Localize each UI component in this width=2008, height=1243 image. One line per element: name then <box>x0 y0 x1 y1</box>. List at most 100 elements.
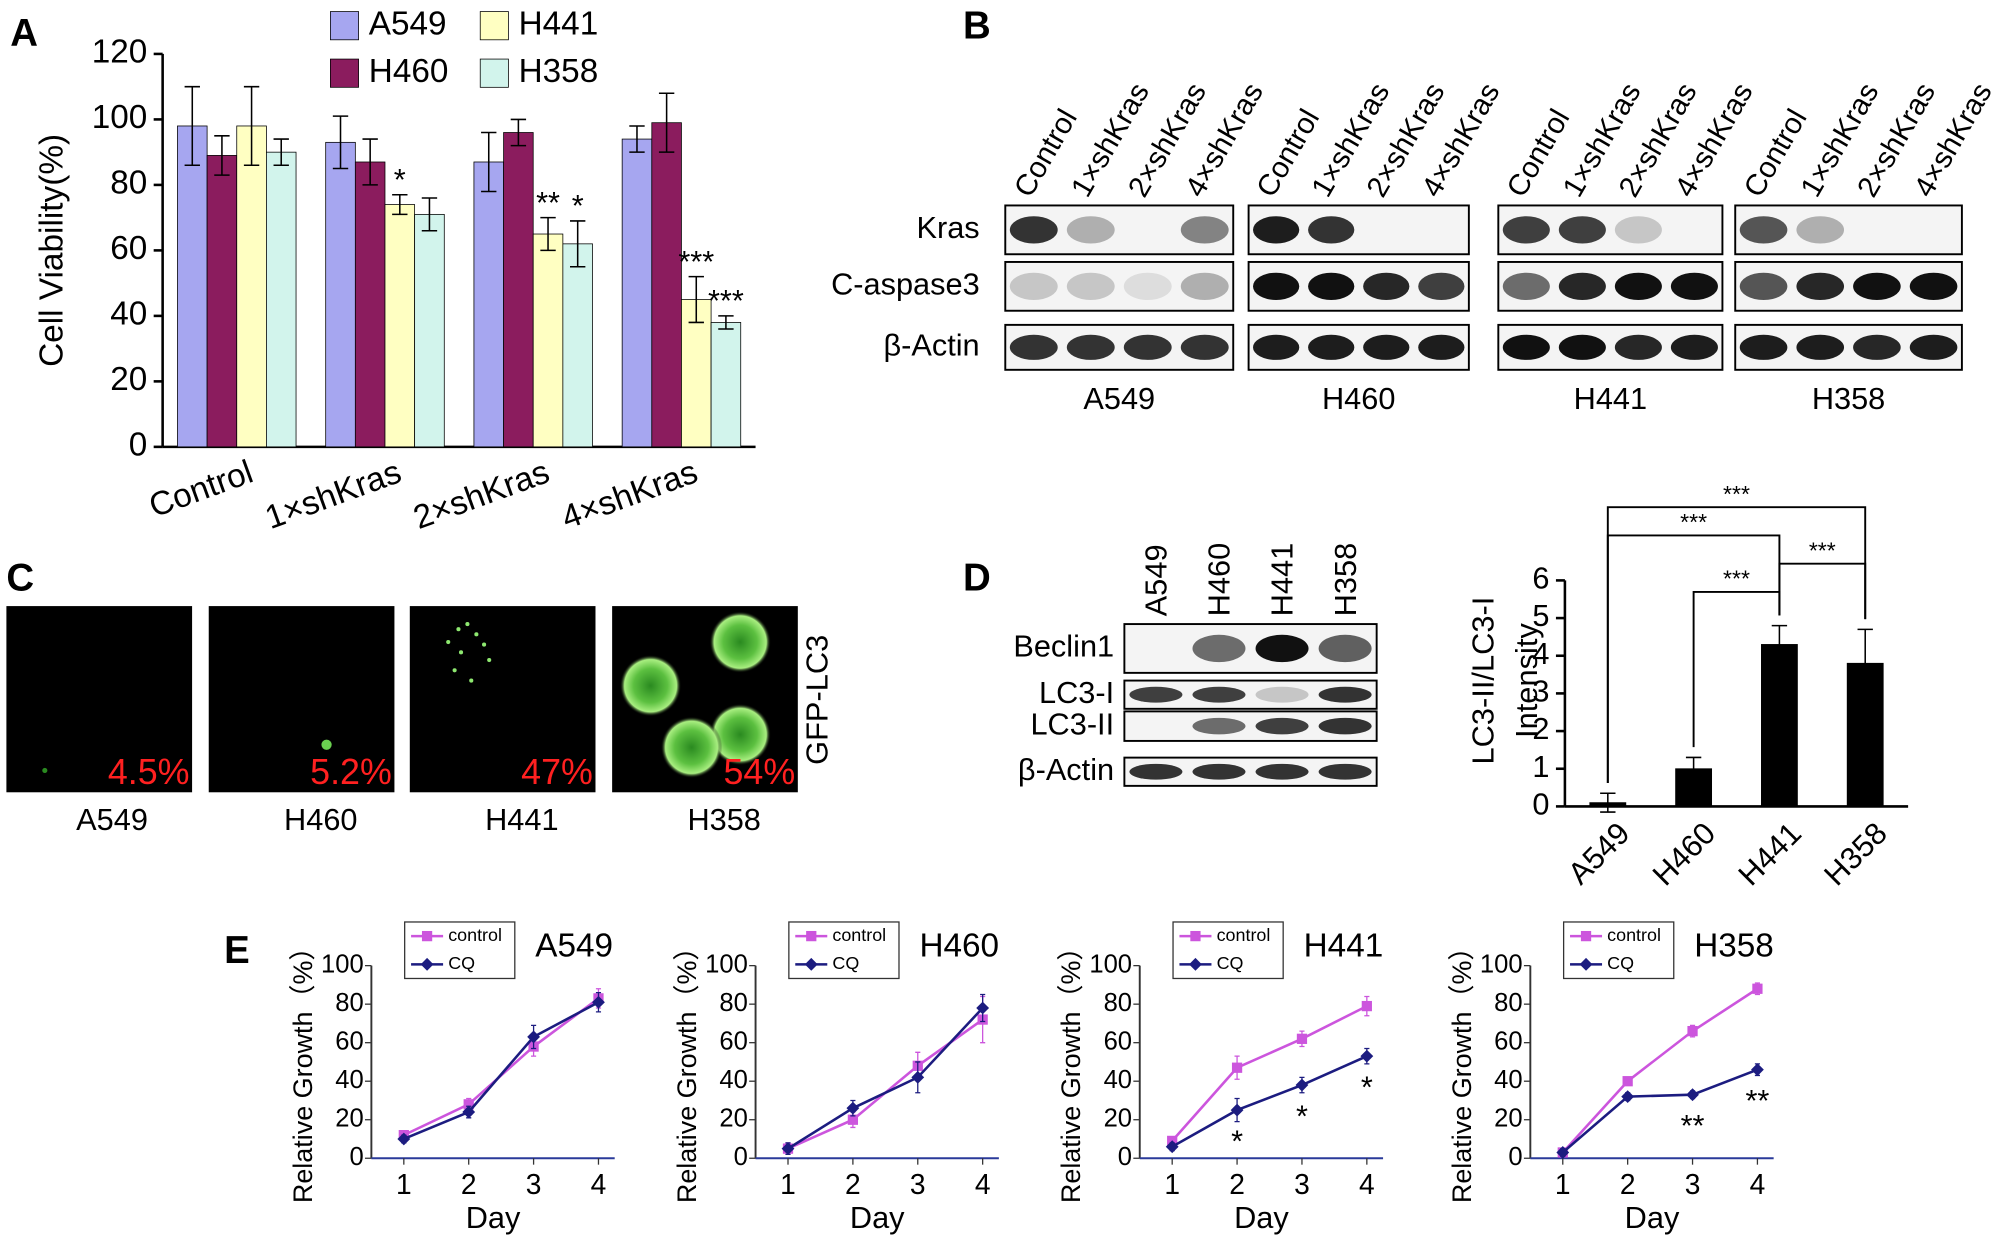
blot-band <box>1253 216 1300 244</box>
blot-band <box>1318 763 1372 780</box>
blot-band <box>1558 334 1606 360</box>
blot-band <box>1180 216 1229 244</box>
cell-label: A549 <box>76 802 148 837</box>
micrograph <box>6 606 193 793</box>
blot-band <box>1853 334 1901 360</box>
point <box>1230 1103 1244 1117</box>
point <box>1361 1000 1372 1012</box>
blot-band <box>1909 334 1958 360</box>
y-tick-label: 40 <box>110 296 147 333</box>
panel-label: E <box>224 929 250 972</box>
blot-band <box>1318 634 1372 663</box>
blot-band <box>1066 272 1115 301</box>
blot-band <box>1255 763 1309 780</box>
blot-band <box>1255 717 1309 735</box>
legend-marker <box>1580 930 1592 942</box>
y-axis-label: LC3-II/LC3-I <box>1466 597 1501 765</box>
series-line <box>1171 1054 1368 1148</box>
legend-marker <box>421 930 433 942</box>
y-tick-label: 40 <box>1494 1066 1522 1094</box>
significance: * <box>1361 1070 1373 1105</box>
y-tick-label: 0 <box>1508 1143 1522 1171</box>
blot-band <box>1253 272 1300 301</box>
legend-label: A549 <box>369 5 447 42</box>
blot-band <box>1009 216 1058 244</box>
legend-swatch <box>479 11 509 41</box>
y-tick-label: 80 <box>1104 989 1132 1017</box>
bar <box>177 125 208 448</box>
blot-band <box>1739 272 1788 301</box>
blot-band <box>1739 216 1788 244</box>
x-tick-label: H358 <box>1817 815 1894 892</box>
legend-swatch <box>330 58 359 88</box>
point <box>1752 983 1763 994</box>
gfp-cell <box>709 703 771 766</box>
bar <box>206 155 238 448</box>
y-axis-label: Relative Growth（%） <box>288 934 318 1204</box>
panel-label: D <box>963 557 991 600</box>
blot-band <box>1129 686 1183 703</box>
y-tick-label: 0 <box>1532 787 1549 822</box>
legend-label: H441 <box>519 5 599 42</box>
comparison-label: *** <box>1680 509 1707 535</box>
error-bar <box>421 197 438 232</box>
x-tick-label: 2 <box>1620 1168 1636 1200</box>
x-tick-label: 2 <box>461 1168 477 1200</box>
point <box>1295 1078 1309 1092</box>
legend-marker-shape <box>420 957 434 971</box>
cell-label: H460 <box>284 802 357 837</box>
x-tick-label: 4 <box>975 1168 991 1200</box>
y-tick-label: 60 <box>1104 1027 1132 1055</box>
blot-row-label: β-Actin <box>883 327 979 362</box>
gfp-dot <box>469 678 474 683</box>
series-line <box>403 1001 600 1141</box>
y-tick-label: 80 <box>719 989 747 1017</box>
chart-title: H441 <box>1304 927 1384 964</box>
blot-band <box>1796 272 1845 301</box>
x-tick-label: 4 <box>591 1168 607 1200</box>
y-tick-label: 0 <box>349 1143 363 1171</box>
percent-label: 4.5% <box>108 752 190 792</box>
blot-band <box>1614 216 1662 244</box>
blot-row-label: LC3-I <box>1039 675 1114 710</box>
blot-band <box>1009 272 1058 301</box>
blot-band <box>1066 334 1115 360</box>
legend-marker-shape <box>1579 957 1593 971</box>
gfp-cell <box>619 654 682 717</box>
gfp-dot <box>474 632 479 637</box>
error-bar <box>481 131 497 193</box>
y-tick-label: 40 <box>719 1066 747 1094</box>
blot-band <box>1192 717 1246 735</box>
blot-band <box>1796 216 1845 244</box>
blot-row-label: Kras <box>916 210 979 245</box>
x-tick-label: 1 <box>1164 1168 1180 1200</box>
micrograph <box>208 606 395 793</box>
error-bar <box>688 275 704 324</box>
cell-label: H358 <box>687 802 760 837</box>
point <box>911 1070 925 1084</box>
legend-label: CQ <box>1607 953 1634 973</box>
y-tick-label: 80 <box>110 165 147 202</box>
y-tick-label: 80 <box>335 989 363 1017</box>
chart-title: H358 <box>1694 927 1774 964</box>
blot-group-label: H441 <box>1574 381 1647 416</box>
blot-band <box>1614 272 1662 301</box>
y-tick-label: 1 <box>1532 749 1549 784</box>
point <box>592 995 605 1009</box>
y-axis-label: Cell Viability(%) <box>34 134 71 367</box>
legend-marker <box>1189 957 1202 971</box>
percent-label: 54% <box>724 752 796 792</box>
y-tick-label: 100 <box>705 950 748 978</box>
bar <box>532 233 564 448</box>
series-line <box>1171 1004 1368 1142</box>
comparison-label: *** <box>1809 537 1836 563</box>
y-tick-label: 20 <box>335 1104 363 1132</box>
legend-label: CQ <box>448 953 475 973</box>
blot-lane-label: H441 <box>1265 543 1300 617</box>
error-bar <box>510 118 527 147</box>
blot-band <box>1558 216 1606 244</box>
point <box>462 1105 476 1119</box>
blot-band <box>1670 272 1718 301</box>
blot-band <box>1558 272 1606 301</box>
